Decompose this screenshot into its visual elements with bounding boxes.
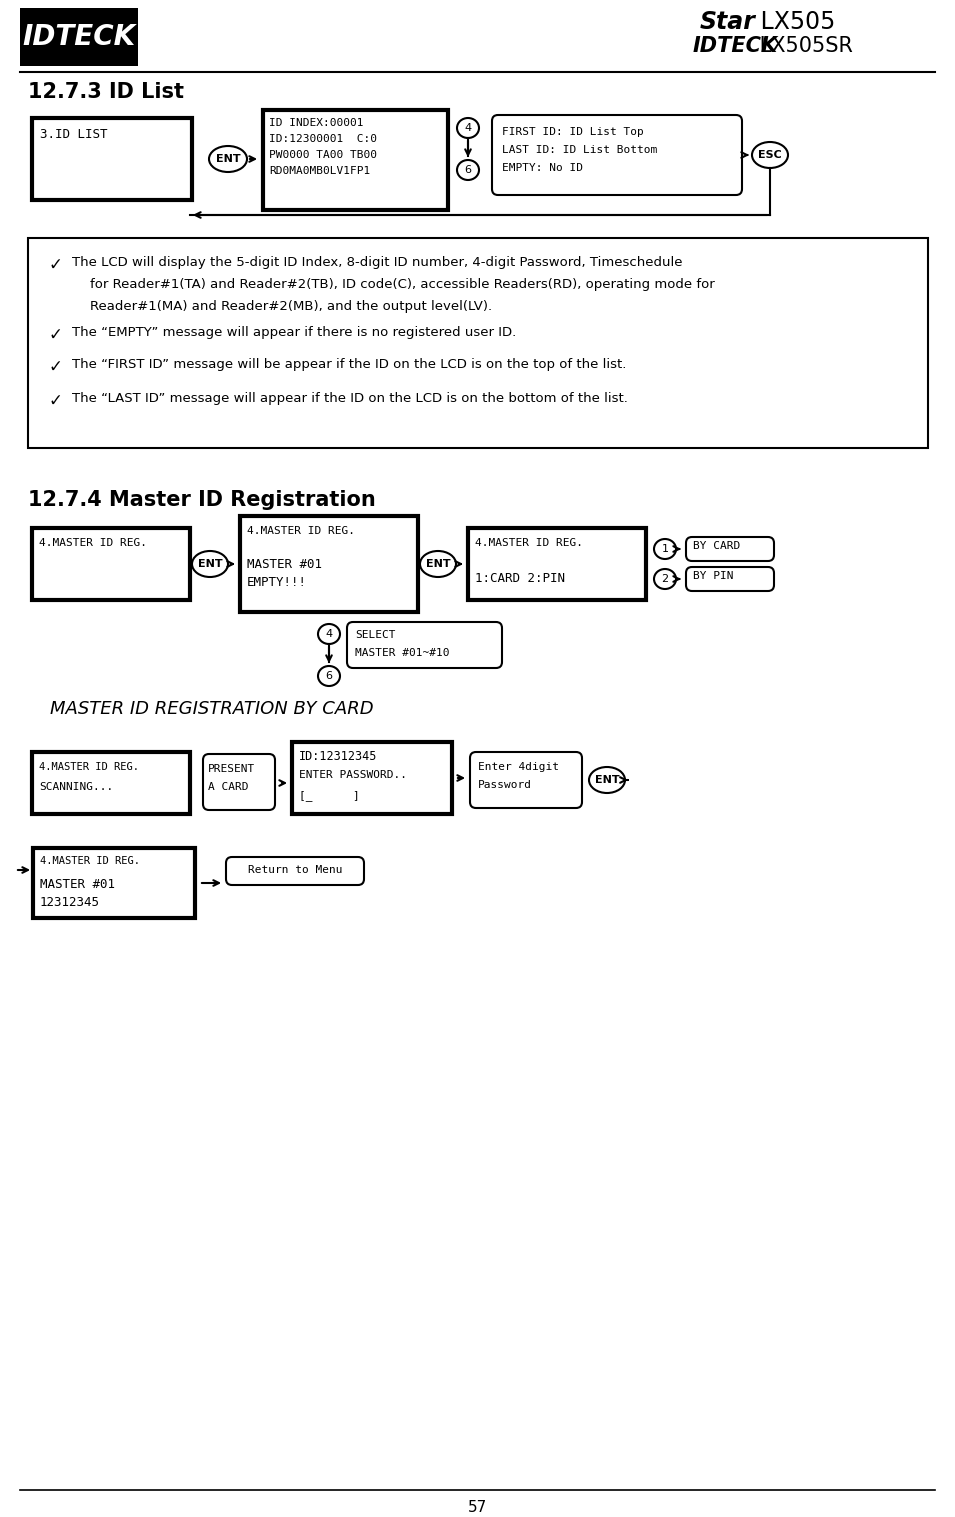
Text: ENT: ENT — [426, 558, 451, 569]
Text: The “LAST ID” message will appear if the ID on the LCD is on the bottom of the l: The “LAST ID” message will appear if the… — [72, 391, 627, 405]
Text: EMPTY: No ID: EMPTY: No ID — [502, 162, 583, 173]
Text: LAST ID: ID List Bottom: LAST ID: ID List Bottom — [502, 146, 657, 155]
Bar — [32, 118, 192, 200]
Text: SCANNING...: SCANNING... — [39, 781, 114, 792]
Ellipse shape — [457, 118, 479, 138]
Text: ID:12312345: ID:12312345 — [299, 749, 377, 763]
Text: 4: 4 — [326, 630, 332, 639]
Text: for Reader#1(TA) and Reader#2(TB), ID code(C), accessible Readers(RD), operating: for Reader#1(TA) and Reader#2(TB), ID co… — [90, 278, 714, 291]
Text: The “FIRST ID” message will be appear if the ID on the LCD is on the top of the : The “FIRST ID” message will be appear if… — [72, 358, 626, 372]
Ellipse shape — [420, 551, 456, 576]
FancyBboxPatch shape — [470, 752, 582, 809]
Ellipse shape — [752, 143, 788, 168]
Bar — [32, 528, 190, 601]
Bar — [33, 848, 195, 918]
FancyBboxPatch shape — [686, 537, 774, 561]
Text: 4.MASTER ID REG.: 4.MASTER ID REG. — [40, 856, 140, 866]
Text: Reader#1(MA) and Reader#2(MB), and the output level(LV).: Reader#1(MA) and Reader#2(MB), and the o… — [90, 300, 492, 313]
Text: RD0MA0MB0LV1FP1: RD0MA0MB0LV1FP1 — [269, 165, 371, 176]
Ellipse shape — [654, 569, 676, 589]
Text: Return to Menu: Return to Menu — [247, 865, 342, 875]
Text: 4: 4 — [464, 123, 472, 133]
Text: MASTER #01: MASTER #01 — [40, 878, 115, 890]
FancyBboxPatch shape — [203, 754, 275, 810]
Text: 3.ID LIST: 3.ID LIST — [40, 127, 108, 141]
Text: FIRST ID: ID List Top: FIRST ID: ID List Top — [502, 127, 644, 137]
Text: ENT: ENT — [216, 155, 241, 164]
FancyBboxPatch shape — [492, 115, 742, 196]
Bar — [20, 8, 138, 67]
Ellipse shape — [209, 146, 247, 171]
Text: MASTER #01~#10: MASTER #01~#10 — [355, 648, 450, 658]
Text: 12312345: 12312345 — [40, 897, 100, 909]
Text: The LCD will display the 5-digit ID Index, 8-digit ID number, 4-digit Password, : The LCD will display the 5-digit ID Inde… — [72, 256, 683, 269]
Text: MASTER #01: MASTER #01 — [247, 558, 322, 570]
Text: The “EMPTY” message will appear if there is no registered user ID.: The “EMPTY” message will appear if there… — [72, 326, 517, 338]
Text: Password: Password — [478, 780, 532, 790]
Text: LX505SR: LX505SR — [753, 36, 853, 56]
Ellipse shape — [654, 539, 676, 558]
Text: 6: 6 — [464, 165, 472, 174]
Text: LX505: LX505 — [753, 11, 836, 33]
Text: IDTECK: IDTECK — [693, 36, 778, 56]
Ellipse shape — [457, 159, 479, 181]
Bar — [263, 111, 448, 209]
Text: ✓: ✓ — [48, 391, 62, 410]
Bar — [32, 752, 190, 815]
Text: 1: 1 — [662, 545, 668, 554]
Text: 57: 57 — [467, 1500, 487, 1515]
Text: PW0000 TA00 TB00: PW0000 TA00 TB00 — [269, 150, 377, 159]
Text: ENT: ENT — [595, 775, 619, 784]
Text: IDTECK: IDTECK — [22, 23, 136, 52]
Text: PRESENT: PRESENT — [208, 765, 255, 774]
Text: Enter 4digit: Enter 4digit — [478, 762, 559, 772]
Text: A CARD: A CARD — [208, 781, 248, 792]
Text: MASTER ID REGISTRATION BY CARD: MASTER ID REGISTRATION BY CARD — [50, 699, 373, 718]
FancyBboxPatch shape — [347, 622, 502, 667]
Bar — [240, 516, 418, 611]
Text: 4.MASTER ID REG.: 4.MASTER ID REG. — [247, 526, 355, 536]
Ellipse shape — [192, 551, 228, 576]
Text: ID:12300001  C:0: ID:12300001 C:0 — [269, 133, 377, 144]
Ellipse shape — [318, 623, 340, 645]
Ellipse shape — [318, 666, 340, 686]
FancyBboxPatch shape — [226, 857, 364, 884]
Text: 4.MASTER ID REG.: 4.MASTER ID REG. — [475, 539, 583, 548]
Text: ID INDEX:00001: ID INDEX:00001 — [269, 118, 364, 127]
Text: ✓: ✓ — [48, 256, 62, 275]
Text: 12.7.4 Master ID Registration: 12.7.4 Master ID Registration — [28, 490, 375, 510]
Text: ENT: ENT — [198, 558, 223, 569]
Ellipse shape — [589, 768, 625, 793]
Text: ENTER PASSWORD..: ENTER PASSWORD.. — [299, 771, 407, 780]
Bar — [28, 238, 928, 448]
Text: [_      ]: [_ ] — [299, 790, 360, 801]
Text: ✓: ✓ — [48, 358, 62, 376]
Text: SELECT: SELECT — [355, 630, 395, 640]
Bar — [292, 742, 452, 815]
Text: BY PIN: BY PIN — [693, 570, 733, 581]
Text: 4.MASTER ID REG.: 4.MASTER ID REG. — [39, 762, 139, 772]
Bar — [468, 528, 646, 601]
Text: BY CARD: BY CARD — [693, 542, 740, 551]
Text: ✓: ✓ — [48, 326, 62, 344]
Text: 6: 6 — [326, 671, 332, 681]
Text: 2: 2 — [662, 573, 668, 584]
Text: ESC: ESC — [758, 150, 782, 159]
Text: Star: Star — [700, 11, 755, 33]
Text: 12.7.3 ID List: 12.7.3 ID List — [28, 82, 184, 102]
Text: 4.MASTER ID REG.: 4.MASTER ID REG. — [39, 539, 147, 548]
Text: 1:CARD 2:PIN: 1:CARD 2:PIN — [475, 572, 565, 586]
FancyBboxPatch shape — [686, 567, 774, 592]
Text: EMPTY!!!: EMPTY!!! — [247, 576, 307, 589]
